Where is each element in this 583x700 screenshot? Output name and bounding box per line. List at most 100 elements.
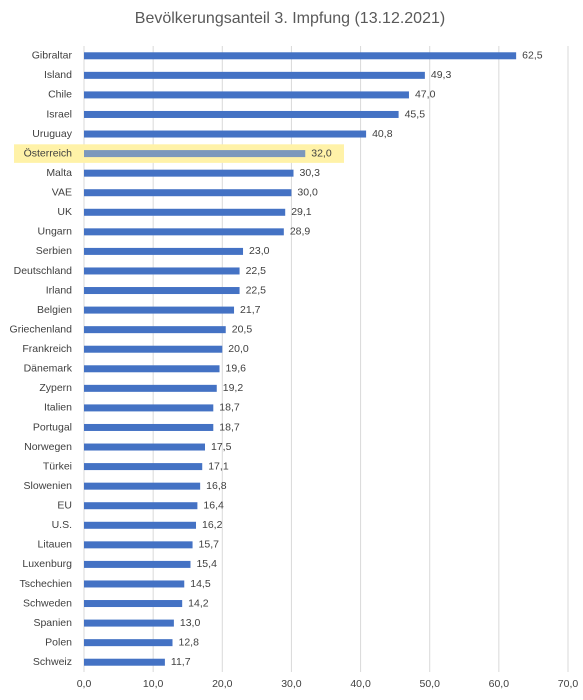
y-tick-label: Schweden	[23, 597, 72, 609]
value-label: 29,1	[291, 206, 312, 218]
value-label: 20,5	[232, 323, 253, 335]
value-label: 11,7	[171, 656, 191, 668]
y-tick-label: Frankreich	[22, 343, 72, 355]
bar	[84, 560, 191, 568]
y-tick-label: Ungarn	[38, 226, 73, 238]
x-tick-label: 10,0	[143, 678, 164, 690]
y-tick-label: Dänemark	[24, 363, 73, 375]
bar	[84, 189, 292, 197]
y-tick-label: Israel	[46, 108, 72, 120]
y-tick-label: Portugal	[33, 421, 72, 433]
chart-title: Bevölkerungsanteil 3. Impfung (13.12.202…	[135, 10, 445, 27]
value-label: 14,2	[188, 597, 209, 609]
x-tick-label: 0,0	[77, 678, 92, 690]
y-tick-label: Island	[44, 69, 72, 81]
bar	[84, 502, 198, 510]
value-label: 15,4	[196, 558, 217, 570]
value-label: 13,0	[180, 617, 201, 629]
bar	[84, 169, 294, 177]
bar	[84, 541, 193, 549]
x-tick-label: 40,0	[350, 678, 371, 690]
value-label: 18,7	[219, 402, 240, 414]
bar	[84, 150, 306, 158]
y-tick-label: EU	[57, 500, 72, 512]
value-label: 49,3	[431, 69, 452, 81]
value-label: 12,8	[179, 636, 200, 648]
y-tick-label: Belgien	[37, 304, 72, 316]
bar	[84, 482, 201, 490]
value-label: 19,6	[226, 363, 247, 375]
value-label: 30,0	[297, 187, 318, 199]
value-label: 16,4	[203, 500, 224, 512]
value-label: 22,5	[246, 284, 267, 296]
y-tick-label: Österreich	[24, 147, 73, 159]
value-label: 19,2	[223, 382, 244, 394]
bar	[84, 130, 367, 138]
y-tick-label: Irland	[46, 284, 72, 296]
value-label: 18,7	[219, 421, 240, 433]
y-tick-label: Italien	[44, 402, 72, 414]
x-tick-label: 70,0	[558, 678, 579, 690]
y-tick-label: UK	[57, 206, 72, 218]
value-label: 21,7	[240, 304, 261, 316]
bar	[84, 52, 517, 60]
y-tick-label: Slowenien	[24, 480, 73, 492]
y-tick-label: VAE	[52, 187, 72, 199]
y-tick-label: Luxenburg	[22, 558, 72, 570]
bar	[84, 287, 240, 295]
value-label: 45,5	[405, 108, 426, 120]
y-tick-label: Uruguay	[32, 128, 72, 140]
y-tick-label: Spanien	[33, 617, 72, 629]
bar	[84, 423, 214, 431]
bar	[84, 247, 244, 255]
value-label: 15,7	[199, 539, 220, 551]
bar	[84, 443, 205, 451]
y-tick-label: Griechenland	[10, 323, 73, 335]
value-label: 40,8	[372, 128, 393, 140]
bar	[84, 326, 226, 334]
bar	[84, 306, 235, 314]
value-label: 20,0	[228, 343, 249, 355]
value-label: 62,5	[522, 50, 543, 62]
value-label: 17,5	[211, 441, 232, 453]
bar	[84, 404, 214, 412]
y-tick-label: Litauen	[38, 539, 73, 551]
y-tick-label: Malta	[46, 167, 72, 179]
bar	[84, 384, 217, 392]
bar	[84, 600, 183, 608]
x-tick-label: 20,0	[212, 678, 233, 690]
bar	[84, 619, 174, 627]
x-tick-label: 50,0	[419, 678, 440, 690]
bar	[84, 463, 203, 471]
bar	[84, 345, 223, 353]
value-label: 23,0	[249, 245, 270, 257]
value-label: 22,5	[246, 265, 267, 277]
value-label: 47,0	[415, 89, 436, 101]
value-label: 17,1	[208, 460, 229, 472]
value-label: 32,0	[311, 147, 332, 159]
y-tick-label: Schweiz	[33, 656, 72, 668]
y-tick-label: Norwegen	[24, 441, 72, 453]
bar	[84, 110, 399, 118]
bar	[84, 228, 284, 236]
y-tick-label: Tschechien	[19, 578, 72, 590]
y-tick-label: Chile	[48, 89, 72, 101]
x-tick-label: 60,0	[489, 678, 510, 690]
bar	[84, 658, 165, 666]
value-label: 14,5	[190, 578, 211, 590]
y-tick-label: Deutschland	[14, 265, 73, 277]
bar	[84, 521, 197, 529]
value-label: 28,9	[290, 226, 311, 238]
value-label: 16,2	[202, 519, 223, 531]
bar	[84, 365, 220, 373]
bar	[84, 580, 185, 588]
bar	[84, 91, 409, 99]
y-tick-label: Serbien	[36, 245, 72, 257]
bar	[84, 208, 286, 216]
y-tick-label: Polen	[45, 636, 72, 648]
y-tick-label: Zypern	[39, 382, 72, 394]
x-tick-label: 30,0	[281, 678, 302, 690]
bar	[84, 267, 240, 275]
value-label: 30,3	[300, 167, 321, 179]
y-tick-label: Gibraltar	[32, 50, 73, 62]
